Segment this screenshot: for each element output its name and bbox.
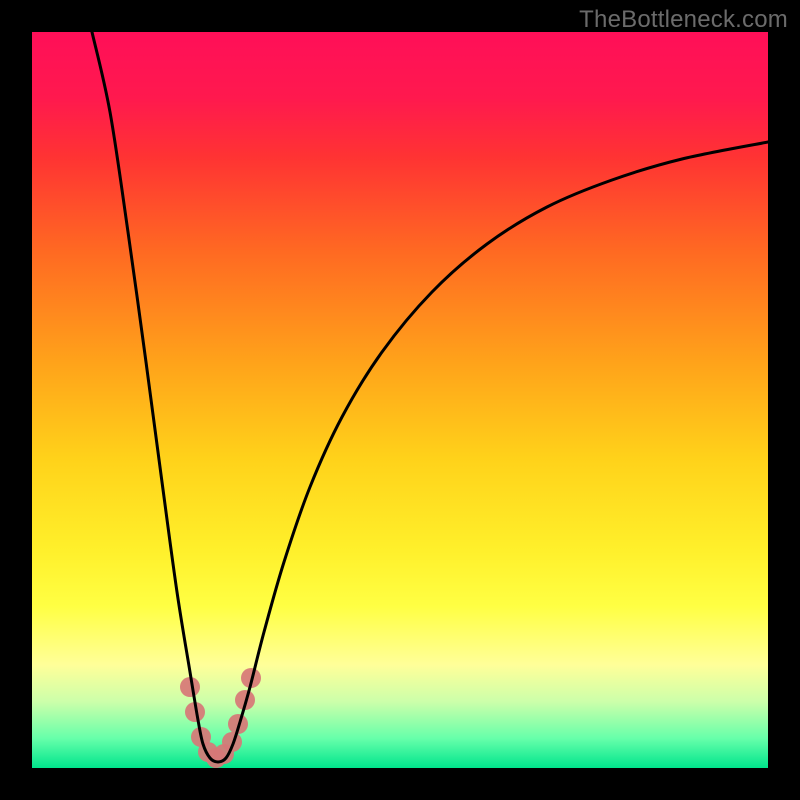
bottleneck-curve (92, 32, 768, 762)
plot-area (32, 32, 768, 768)
chart-frame: TheBottleneck.com (0, 0, 800, 800)
curve-layer (32, 32, 768, 768)
watermark-text: TheBottleneck.com (579, 6, 788, 34)
